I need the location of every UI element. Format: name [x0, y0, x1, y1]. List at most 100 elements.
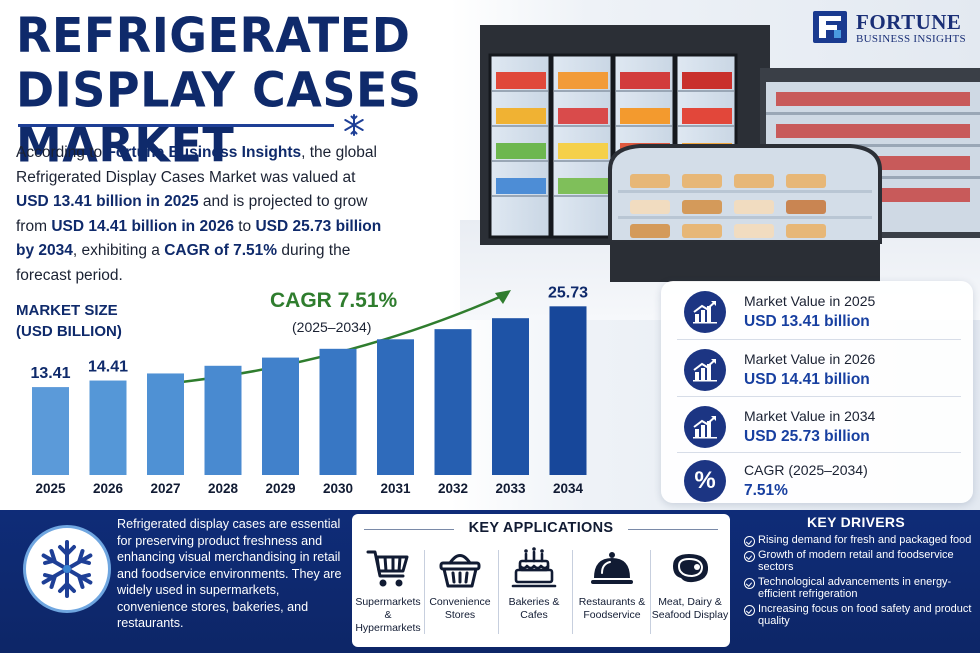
intro-text-4: to — [233, 217, 256, 235]
driver-item: Growth of modern retail and foodservice … — [740, 549, 972, 574]
growth-chart-icon — [684, 291, 726, 333]
bar-2031 — [377, 339, 414, 475]
fortune-logo-mark-icon — [813, 11, 847, 43]
cagr-years: (2025–2034) — [292, 319, 372, 335]
stat-label: Market Value in 2025 — [744, 293, 876, 309]
snowflake-icon — [41, 540, 93, 598]
key-applications-panel: KEY APPLICATIONS Supermarkets & Hypermar… — [352, 514, 730, 647]
intro-cagr: CAGR of 7.51% — [164, 242, 278, 259]
application-label-line-1: Convenience — [429, 596, 491, 608]
title-rule — [628, 529, 718, 530]
market-size-label: MARKET SIZE (USD BILLION) — [16, 300, 122, 342]
bar-2028 — [204, 365, 242, 475]
key-applications-title: KEY APPLICATIONS — [468, 520, 614, 536]
x-tick-2031: 2031 — [380, 481, 411, 496]
application-supermarkets: Supermarkets & Hypermarkets — [352, 546, 424, 635]
separator — [650, 550, 651, 634]
bar-2027 — [147, 373, 184, 475]
stat-value: USD 13.41 billion — [744, 313, 870, 330]
intro-paragraph: According to Fortune Business Insights, … — [16, 141, 388, 288]
application-convenience: Convenience Stores — [424, 546, 496, 622]
application-label: Supermarkets & Hypermarkets — [352, 596, 424, 635]
stat-divider — [677, 339, 961, 340]
application-label-line-2: Seafood Display — [651, 609, 729, 621]
fortune-logo[interactable]: FORTUNE BUSINESS INSIGHTS — [812, 8, 972, 48]
stat-2034: Market Value in 2034 USD 25.73 billion — [661, 398, 973, 450]
x-tick-2028: 2028 — [208, 481, 239, 496]
bar-2032 — [434, 329, 472, 475]
x-tick-2029: 2029 — [265, 481, 295, 496]
stat-value: USD 14.41 billion — [744, 371, 870, 388]
application-label-line-1: Bakeries & — [508, 596, 560, 608]
stat-value: 7.51% — [744, 482, 788, 499]
bar-2034 — [549, 306, 587, 475]
logo-name: FORTUNE — [856, 10, 962, 34]
bar-2030 — [319, 348, 357, 475]
application-label: Meat, Dairy & Seafood Display — [650, 596, 730, 622]
cloche-icon — [591, 552, 633, 584]
title-line-1: REFRIGERATED — [16, 6, 411, 64]
driver-item: Increasing focus on food safety and prod… — [740, 604, 972, 628]
intro-value-2025: USD 13.41 billion in 2025 — [16, 193, 199, 210]
growth-arrow-head — [495, 290, 511, 304]
percent-symbol: % — [694, 467, 716, 494]
x-tick-2034: 2034 — [553, 481, 584, 496]
growth-chart-icon — [684, 349, 726, 391]
cake-icon — [511, 547, 557, 588]
basket-icon — [439, 554, 481, 588]
application-label-line-1: Supermarkets & — [355, 596, 421, 621]
stat-label: Market Value in 2034 — [744, 408, 876, 424]
application-meat-dairy: Meat, Dairy & Seafood Display — [650, 546, 730, 622]
bar-2029 — [262, 357, 299, 475]
separator — [424, 550, 425, 634]
intro-text-1: According to — [16, 144, 107, 161]
title-rule — [364, 529, 454, 530]
intro-value-2026: USD 14.41 billion in 2026 — [51, 217, 234, 235]
x-tick-2030: 2030 — [323, 481, 353, 496]
intro-text-2: , the global Refrigerated Display Cases … — [16, 144, 377, 186]
market-size-bar-chart: 2025 13.41 2026 14.41 2027 2028 2029 2030 2031 20… — [30, 284, 588, 496]
bar-2026 — [89, 380, 127, 475]
x-tick-2025: 2025 — [35, 481, 66, 496]
growth-chart-icon — [684, 406, 726, 448]
bar-2025 — [32, 387, 69, 475]
stat-cagr: % CAGR (2025–2034) 7.51% — [661, 452, 973, 504]
band-description: Refrigerated display cases are essential… — [117, 517, 342, 630]
intro-text-5: , exhibiting a — [72, 242, 165, 259]
title-underline — [18, 124, 334, 127]
key-drivers-panel: KEY DRIVERS Rising demand for fresh and … — [740, 514, 972, 632]
stat-label: CAGR (2025–2034) — [744, 462, 868, 478]
application-label-line-1: Restaurants & — [578, 596, 646, 608]
shopping-cart-icon — [366, 550, 409, 587]
x-tick-2033: 2033 — [495, 481, 526, 496]
snowflake-icon — [344, 114, 364, 136]
data-label-2026: 14.41 — [88, 359, 128, 376]
key-drivers-list: Rising demand for fresh and packaged foo… — [740, 534, 972, 628]
stat-value: USD 25.73 billion — [744, 428, 870, 445]
bottom-info-band: Refrigerated display cases are essential… — [0, 510, 980, 653]
stat-2025: Market Value in 2025 USD 13.41 billion — [661, 283, 973, 335]
market-size-line-2: (USD BILLION) — [16, 323, 122, 340]
application-label: Restaurants & Foodservice — [572, 596, 652, 622]
percent-icon: % — [684, 460, 726, 502]
x-tick-2026: 2026 — [93, 481, 124, 496]
cagr-label: CAGR 7.51% — [270, 289, 398, 312]
intro-text-3: and is projected to grow from — [16, 193, 368, 235]
snowflake-badge — [23, 525, 111, 613]
application-label: Convenience Stores — [424, 596, 496, 622]
application-bakeries: Bakeries & Cafes — [498, 546, 570, 622]
driver-item: Rising demand for fresh and packaged foo… — [740, 534, 972, 547]
application-label-line-2: Cafes — [520, 609, 548, 621]
store-display-illustration — [460, 25, 980, 320]
logo-subtitle: BUSINESS INSIGHTS — [856, 33, 966, 45]
stat-2026: Market Value in 2026 USD 14.41 billion — [661, 341, 973, 393]
application-label-line-2: Stores — [444, 609, 476, 621]
driver-item: Technological advancements in energy-eff… — [740, 577, 972, 601]
separator — [498, 550, 499, 634]
key-drivers-title: KEY DRIVERS — [807, 514, 905, 530]
stat-divider — [677, 396, 961, 397]
stat-label: Market Value in 2026 — [744, 351, 876, 367]
x-tick-2032: 2032 — [438, 481, 468, 496]
stat-divider — [677, 452, 961, 453]
application-label-line-2: Hypermarkets — [355, 622, 421, 634]
